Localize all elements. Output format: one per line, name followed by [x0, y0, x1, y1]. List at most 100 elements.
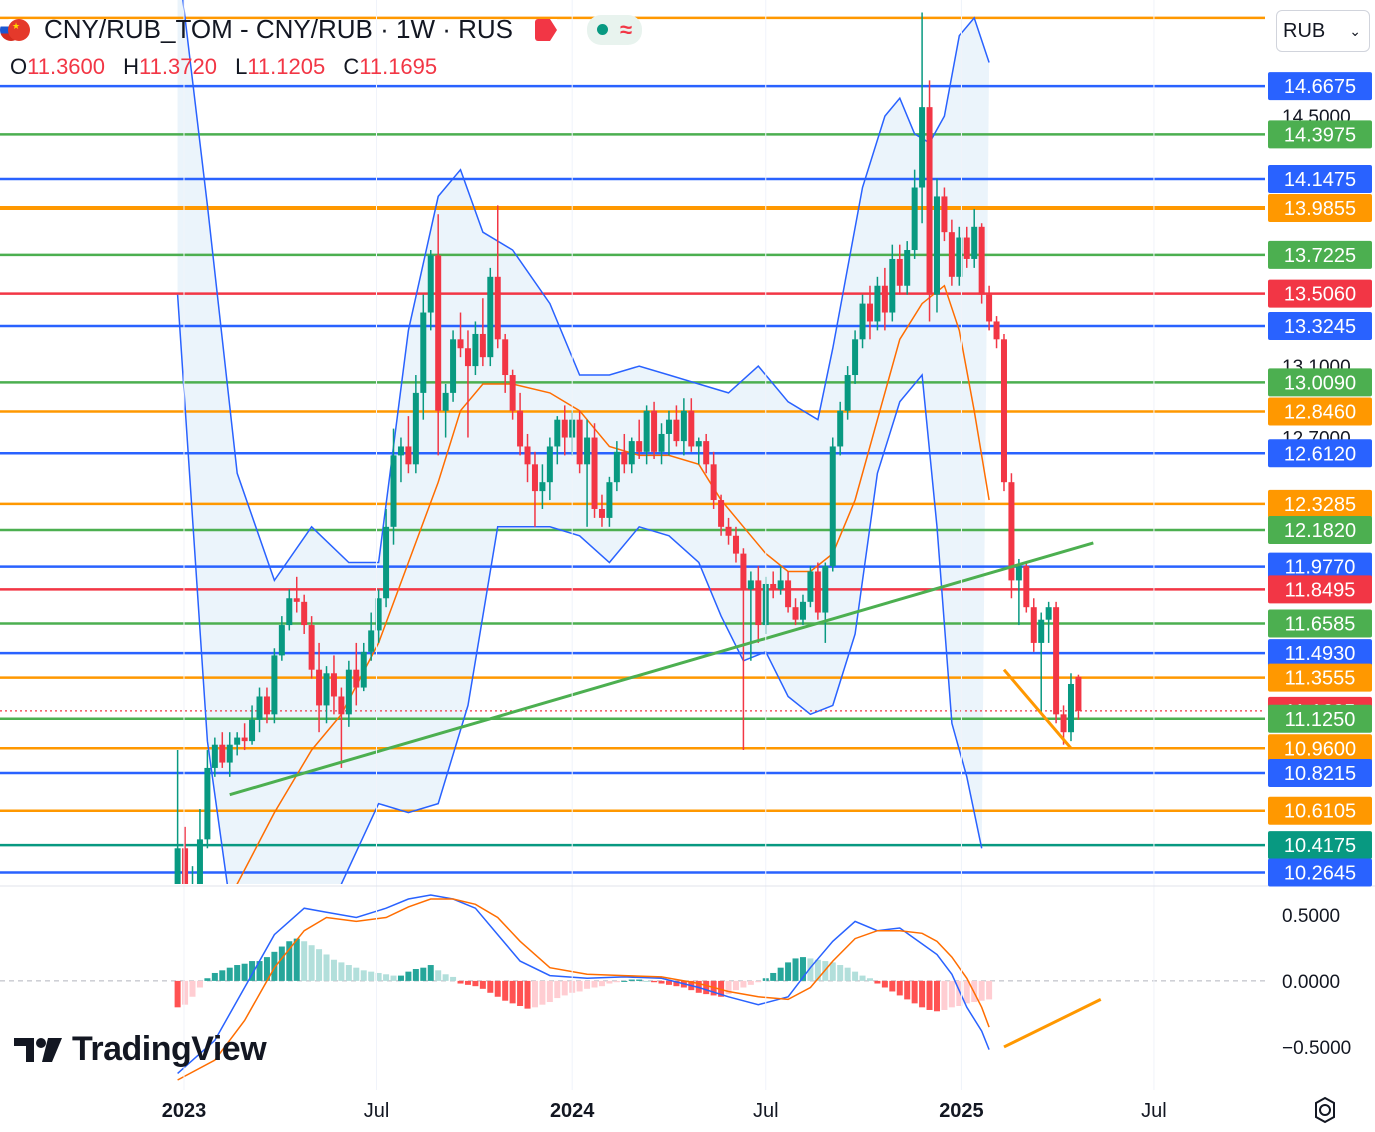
candle-body	[993, 321, 1000, 340]
candle-body	[606, 482, 613, 518]
high-key: H	[123, 54, 140, 79]
macd-hist-bar	[986, 980, 993, 1000]
trendline	[229, 541, 1094, 797]
macd-hist-bar	[353, 967, 360, 981]
macd-hist-bar	[658, 980, 665, 984]
macd-hist-bar	[509, 980, 516, 1004]
macd-hist-bar	[613, 980, 620, 983]
macd-hist-bar	[442, 974, 449, 981]
macd-hist-bar	[896, 980, 903, 996]
symbol-header[interactable]: CNY/RUB_TOM - CNY/RUB · 1W · RUS ≈	[0, 14, 643, 45]
time-axis-tick: Jul	[1141, 1100, 1167, 1122]
macd-hist-bar	[747, 980, 754, 985]
candle-body	[1030, 607, 1037, 643]
macd-hist-bar	[479, 980, 486, 989]
macd-hist-bar	[457, 980, 464, 984]
candle-body	[405, 446, 412, 465]
macd-hist-bar	[427, 965, 434, 981]
macd-hist-bar	[881, 980, 888, 988]
time-axis-tick: 2025	[939, 1100, 984, 1122]
candle-body	[316, 669, 323, 706]
macd-hist-bar	[472, 980, 479, 987]
candle-body	[1023, 566, 1030, 608]
macd-trendline	[1003, 998, 1102, 1049]
macd-hist-bar	[814, 959, 821, 981]
market-status-pill[interactable]: ≈	[587, 14, 643, 45]
candle-body	[584, 437, 591, 465]
macd-hist-bar	[643, 980, 650, 982]
macd-hist-bar	[420, 967, 427, 981]
macd-hist-bar	[189, 980, 196, 997]
macd-hist-bar	[874, 980, 881, 984]
candle-body	[718, 500, 725, 527]
macd-hist-bar	[234, 965, 241, 981]
price-level-label: 13.3245	[1284, 316, 1356, 338]
price-level-label: 11.8495	[1285, 579, 1356, 601]
macd-hist-bar	[859, 975, 866, 981]
price-level-label-bg	[1268, 397, 1372, 426]
candle-body	[1008, 482, 1015, 581]
candle-body	[844, 375, 851, 411]
candle-body	[889, 258, 896, 313]
bollinger-upper	[182, 0, 990, 583]
candle-body	[807, 571, 814, 602]
macd-hist-bar	[911, 980, 918, 1004]
macd-hist-bar	[531, 980, 538, 1008]
macd-hist-bar	[732, 980, 739, 991]
price-level-label: 11.9770	[1285, 557, 1356, 579]
macd-hist-bar	[919, 980, 926, 1008]
macd-hist-bar	[904, 980, 911, 1000]
candle-body	[956, 237, 963, 277]
candle-body	[293, 598, 300, 602]
candle-body	[420, 312, 427, 393]
candle-body	[785, 580, 792, 608]
flag-marker-icon[interactable]	[535, 18, 557, 41]
settings-gear-icon[interactable]	[1311, 1096, 1339, 1124]
candle-body	[621, 451, 628, 465]
price-level-label-bg	[1268, 120, 1372, 149]
candle-body	[345, 669, 352, 715]
macd-hist-bar	[204, 978, 211, 981]
candle-body	[598, 508, 605, 518]
market-open-dot-icon	[597, 24, 608, 35]
macd-hist-bar	[524, 980, 531, 1009]
candle-body	[628, 441, 635, 465]
symbol-title[interactable]: CNY/RUB_TOM - CNY/RUB · 1W · RUS	[44, 14, 513, 44]
candle-body	[1060, 714, 1067, 733]
candle-body	[1038, 619, 1045, 643]
macd-hist-bar	[665, 980, 672, 985]
macd-hist-bar	[174, 980, 181, 1008]
macd-hist-bar	[226, 967, 233, 981]
macd-axis-tick: −0.5000	[1282, 1038, 1351, 1059]
chevron-down-icon: ⌄	[1349, 22, 1361, 39]
candle-body	[919, 107, 926, 188]
candle-body	[852, 339, 859, 376]
candle-body	[680, 410, 687, 442]
macd-hist-bar	[770, 972, 777, 981]
candle-body	[301, 601, 308, 626]
macd-hist-bar	[182, 980, 189, 1005]
candle-body	[874, 285, 881, 322]
candle-body	[427, 255, 434, 313]
macd-hist-bar	[844, 967, 851, 981]
price-level-label-bg	[1268, 858, 1372, 887]
currency-select[interactable]: RUB ⌄	[1276, 10, 1370, 52]
symbol-flags-icon	[0, 18, 44, 41]
candle-body	[740, 553, 747, 590]
macd-hist-bar	[956, 980, 963, 1006]
candle-body	[613, 451, 620, 483]
tradingview-logo[interactable]: TradingView	[14, 1030, 267, 1069]
candle-body	[286, 598, 293, 626]
macd-axis-tick: 0.5000	[1282, 906, 1340, 927]
price-level-label: 12.8460	[1284, 401, 1356, 423]
candle-body	[271, 655, 278, 715]
candle-body	[234, 737, 241, 745]
candle-body	[190, 884, 196, 902]
macd-hist-bar	[256, 961, 263, 981]
price-level-label-bg	[1268, 368, 1372, 397]
candle-body	[256, 696, 263, 720]
macd-hist-bar	[502, 980, 509, 1001]
price-level-label-bg	[1268, 663, 1372, 692]
macd-hist-bar	[606, 980, 613, 984]
